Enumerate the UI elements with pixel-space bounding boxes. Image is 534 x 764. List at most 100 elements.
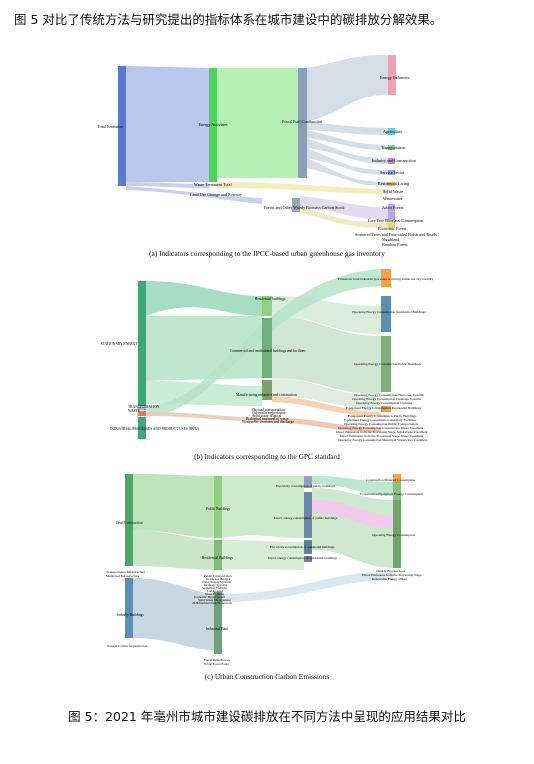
label-transport: Transportation [381,145,406,150]
label-t-equip-res: Equipment Energy Consumption-Residential… [346,406,422,410]
label-t-pubbld: Operating Energy Consumption-Public Buil… [354,362,422,366]
node-fossil-fuel [298,68,307,178]
flow-plant-outside [222,571,393,602]
label-root: Total Emission [97,124,123,129]
label-water: Water Supply Systems [202,580,232,584]
label-t-direct: Direct Emissions from the Processing Sta… [362,573,422,577]
label-scattered: Scattered Trees and Four-sided Fields an… [355,232,437,237]
node-forest-woody [292,198,300,212]
label-solid: Solid Waste [383,189,403,194]
label-economic-dev: Economic Development [194,595,225,599]
label-industry-bld: Industry Buildings [117,613,144,617]
node-agriculture [388,128,395,135]
label-manufacturing: Manufacturing industries and constructio… [236,393,297,397]
flow-commercial-public [272,316,381,394]
flow-manuf-equipment [272,396,381,416]
flow-fossil-transport [307,130,388,150]
flow-civil-residential [133,530,214,570]
label-t-op-construct: Operating Energy Consumption-Constructio… [338,426,424,430]
sankey-a: Total Emission Energy Activities Fossil … [97,55,437,247]
label-t-direct-water: Direct Emissions from the Processing Sta… [340,434,423,438]
label-public-bld: Public Buildings [206,507,231,511]
flow-fossil-service [307,148,388,175]
intro-text: 图 5 对比了传统方法与研究提出的指标体系在城市建设中的碳排放分解效果。 [14,12,443,27]
label-bamboo: Bamboo Forest [382,242,409,247]
label-public-transport: Public Transportation [204,574,232,578]
flow-forest-livetree [300,206,388,228]
node-residential-b [262,296,272,316]
node-live-tree [388,222,395,228]
label-sanitation: Sanitation Facilities [202,586,228,590]
flow-elec-equipment [312,476,393,496]
label-industrial-plant: Industrial Plant [206,627,228,631]
node-residential [388,182,395,186]
label-t-equip-pub: Equipment Energy Consumption-Public Buil… [348,414,417,418]
flow-forest-arbor [300,196,388,220]
label-t-heat: Operating Energy Consumption-Heat, Gas S… [354,393,425,398]
flow-stationary-residential [146,281,262,316]
label-t-direct-stage: Direct Emissions from the Processing Sta… [336,430,428,434]
label-waste-b: WASTE [128,409,141,413]
label-wastewater: Wastewater [383,196,403,201]
node-t-material [393,474,401,482]
label-biological: Biological treatment of waste [246,417,289,421]
label-industry: Industry and Construction [372,158,417,163]
label-transport-b: TRANSPORTATION [128,405,160,409]
node-stationary [138,281,146,406]
node-transportation [138,407,146,410]
flow-energy-fossil [217,68,298,178]
label-economic: Economic Forest [378,226,407,231]
panel-b: STATIONARY ENERGY TRANSPORTATION WASTE I… [0,266,534,451]
flow-public-direct [222,476,304,538]
node-elec-public [304,476,312,488]
label-stationary: STATIONARY ENERGY [101,342,139,346]
flow-fossil-residential [307,158,388,186]
panel-c: Civil Construction Transportation Infras… [0,470,534,670]
node-ippu [138,417,146,439]
node-civil [125,474,133,566]
node-direct-public [304,492,312,538]
caption-c: (c) Urban Construction Carbon Emissions [204,672,330,681]
label-urban-parks: Urban Forest Parks [204,662,229,666]
node-arbor-forest [388,204,395,220]
node-total-emission [118,66,126,186]
label-wastewater-b: Wastewater treatment and discharge [242,420,294,424]
label-t-resbld: Operating Energy Consumption-Residential… [352,310,426,314]
label-t-lighting: Operating Energy Consumption-Lighting [356,401,412,405]
label-t-renewable: Renewable Energy Offset [372,577,407,581]
label-fossil: Fossil Fuel Combustion [282,119,323,124]
node-industry-bld [125,578,133,638]
flow-ippu-industrial [146,269,381,416]
label-civil: Civil Construction [116,521,143,525]
node-t-equip [381,406,391,412]
label-landuse: Land Use Change and Forestry [190,192,243,197]
flow-industry-plant [133,578,214,650]
label-livetree: Live Tree Biomass Consumption [368,218,424,223]
flow-solid-direct [272,418,381,432]
label-transport-infra: Transportation Infrastructure [106,570,146,574]
label-direct-public: Direct energy consumption of public buil… [274,516,338,520]
label-arbor: Arbor Forest [382,205,404,210]
sankey-b: STATIONARY ENERGY TRANSPORTATION WASTE I… [101,269,434,442]
label-forest-parks: Forest Parks/Forests [204,658,231,662]
node-industry [388,158,395,164]
label-direct-res: Direct energy consumption of residential… [268,556,338,560]
label-energy: Energy Activities [198,122,227,127]
label-roads: Roads and Bridges [206,577,231,581]
flow-total-waste [126,182,209,188]
flow-civil-public [133,474,214,538]
node-direct-res [304,556,312,562]
label-forest: Forest and Other Woody Biomass Carbon St… [264,205,345,210]
label-t-outside: Outside Process Loss [376,569,406,573]
flow-fossil-energyind [307,55,388,122]
label-elec-res: Electricity consumption of residential b… [270,545,335,549]
label-solid-mgmt: Solid Waste Management [198,598,231,602]
label-t-equip-aux: Equipment Energy Consumption-Auxiliary F… [344,418,417,422]
flow-pink-band [312,500,393,528]
label-agri: Agriculture [383,129,402,134]
label-t-material: Construction Material Consumption [366,478,415,482]
flow-res-energy [222,540,304,570]
node-energy-activities [209,68,217,182]
node-service [388,170,395,175]
flow-comm-equipment [272,378,381,408]
